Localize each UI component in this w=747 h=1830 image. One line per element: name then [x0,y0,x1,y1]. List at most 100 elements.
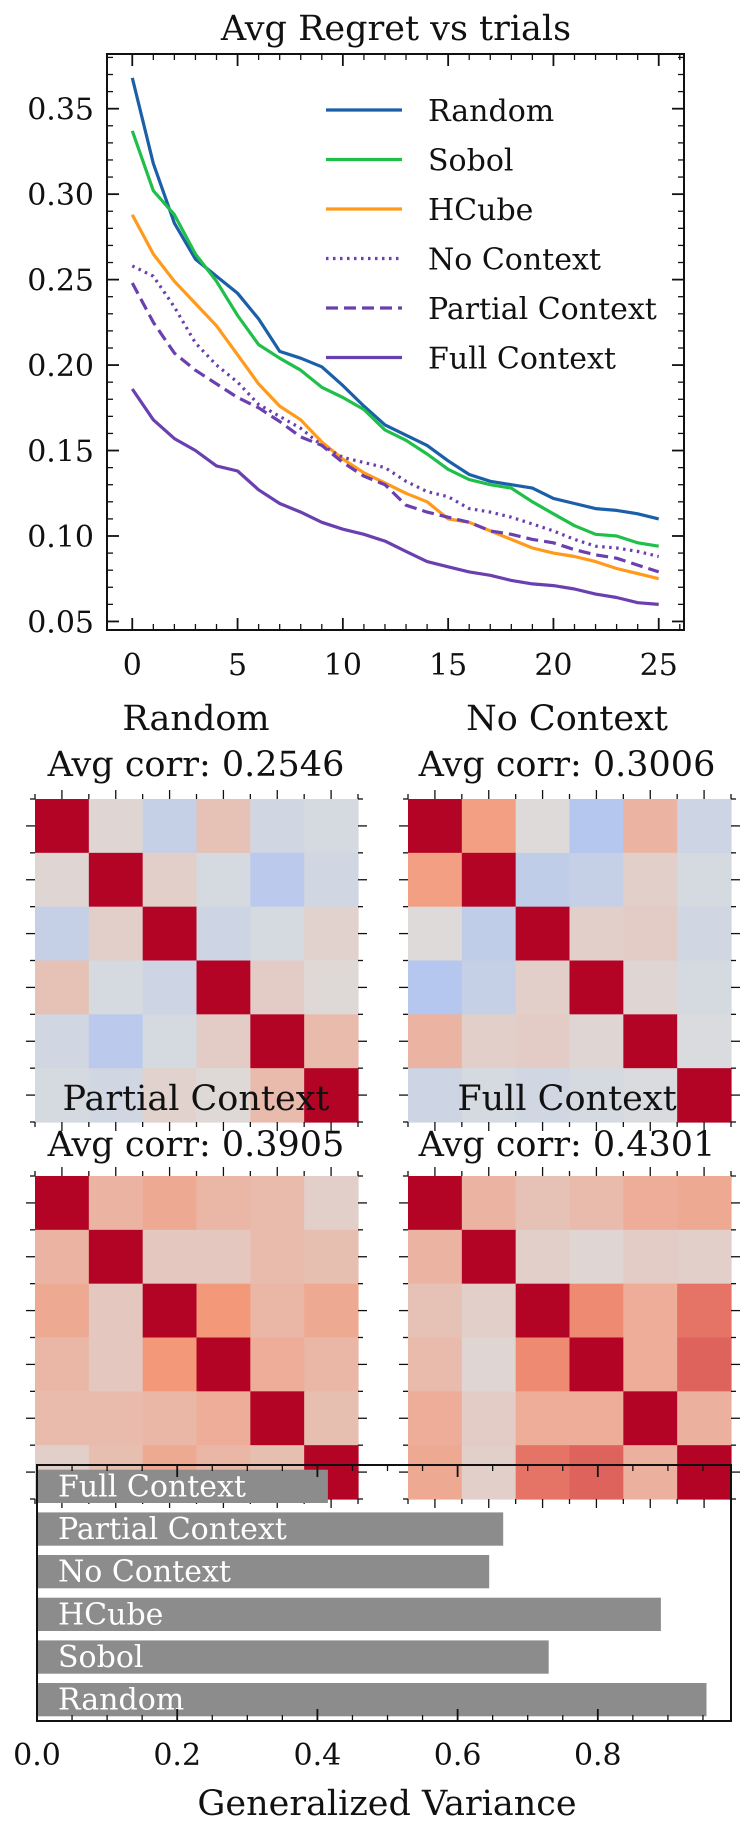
heatmap-subtitle-partial-context: Avg corr: 0.3905 [47,1125,345,1165]
heatmap-cells-random [26,790,367,1131]
bar-hcube [37,1597,661,1631]
heatmap-subtitle-full-context: Avg corr: 0.4301 [418,1125,716,1165]
heatmap-cell [250,1337,305,1392]
heatmap-cell [88,1068,144,1123]
bar-label-no-context: No Context [58,1555,231,1590]
heatmap-cell [515,852,571,908]
line-chart-axes: 0 5 10 15 20 25 0.05 0.10 0.15 0.20 0.25 0.30 0.35 [27,53,685,683]
heatmap-cell [88,906,144,962]
y-tick-label: 0.35 [27,93,94,128]
y-tick-label: 0.05 [27,605,94,640]
bar-label-partial-context: Partial Context [58,1512,287,1547]
legend-label-partial-context: Partial Context [428,292,657,327]
heatmap-cell [677,1229,732,1285]
bar-label-full-context: Full Context [58,1469,246,1504]
heatmap-cell [515,1229,571,1285]
y-tick-label: 0.30 [27,178,94,213]
heatmap-no-context: No Context Avg corr: 0.3006 [399,699,740,1131]
line-series-random [130,77,660,521]
heatmap-cells-full-context [399,1167,740,1508]
heatmap-cell [35,852,90,908]
heatmap-cell [569,960,624,1015]
x-tick-label: 5 [228,648,247,683]
heatmap-cell [677,906,732,962]
heatmap-cell [250,1176,305,1231]
line-series-hcube [130,213,660,581]
heatmap-cell [569,1391,624,1446]
heatmap-cell [569,799,624,854]
heatmap-cell [623,852,678,908]
bar-label-random: Random [58,1683,184,1718]
line-series-no-context [131,264,660,559]
heatmap-cell [515,1283,571,1339]
heatmap-cell [408,1014,463,1069]
heatmap-cell [142,1068,198,1123]
heatmap-cell [677,1445,732,1500]
heatmap-cell [304,1068,359,1123]
heatmap-cell [569,1445,624,1500]
heatmap-cell [623,1445,678,1500]
heatmap-cell [35,1337,90,1392]
legend-label-sobol: Sobol [428,144,513,179]
heatmap-cell [88,1283,144,1339]
heatmap-cell [461,960,517,1015]
line-chart-title: Avg Regret vs trials [220,9,571,49]
heatmap-cell [304,1391,359,1446]
heatmap-cell [304,799,359,854]
heatmap-cell [677,1337,732,1392]
heatmap-cell [623,1176,678,1231]
heatmap-cell [515,906,571,962]
regret-line-chart: Avg Regret vs trials Random Sobol HCube No … [27,9,685,683]
y-tick-label: 0.15 [27,435,94,470]
heatmap-partial-context: Partial Context Avg corr: 0.3905 [26,1079,367,1508]
heatmap-cell [515,960,571,1015]
heatmap-cell [515,1014,571,1069]
heatmap-cell [569,1337,624,1392]
heatmap-cell [196,960,251,1015]
heatmap-cell [515,1068,571,1123]
heatmap-cell [250,799,305,854]
heatmap-cell [569,1229,624,1285]
bar-partial-context [37,1512,504,1546]
line-chart-series [130,77,660,606]
bar-label-sobol: Sobol [58,1640,143,1675]
heatmap-cell [250,1014,305,1069]
heatmap-cell [304,1229,359,1285]
heatmap-cell [35,799,90,854]
heatmap-cell [623,799,678,854]
heatmap-cell [569,1014,624,1069]
heatmap-cell [304,1014,359,1069]
heatmap-cell [677,1176,732,1231]
heatmap-cell [304,1337,359,1392]
heatmap-cell [677,1014,732,1069]
bar-x-tick-label: 0.2 [153,1738,201,1773]
bar-sobol [37,1640,549,1674]
heatmap-cell [88,960,144,1015]
heatmap-cell [196,852,251,908]
bar-full-context [37,1469,328,1503]
heatmap-cell [35,1014,90,1069]
x-tick-label: 0 [123,648,142,683]
heatmap-cell [515,799,571,854]
bar-no-context [37,1555,490,1589]
heatmap-cell [142,799,198,854]
heatmap-cell [677,1391,732,1446]
heatmap-cell [461,1068,517,1123]
heatmap-cell [88,1176,144,1231]
heatmap-cell [142,1283,198,1339]
heatmap-cell [569,1283,624,1339]
heatmap-cell [142,1229,198,1285]
heatmap-cell [461,1014,517,1069]
heatmap-cell [408,852,463,908]
heatmap-cell [196,1229,251,1285]
x-tick-label: 10 [324,648,362,683]
heatmap-cells-partial-context [26,1167,367,1508]
heatmap-cell [569,1068,624,1123]
heatmap-cell [623,906,678,962]
heatmap-cell [461,1229,517,1285]
heatmap-cell [304,1283,359,1339]
heatmap-cell [88,1391,144,1446]
bar-chart-xlabel: Generalized Variance [197,1784,576,1824]
heatmap-cell [142,906,198,962]
